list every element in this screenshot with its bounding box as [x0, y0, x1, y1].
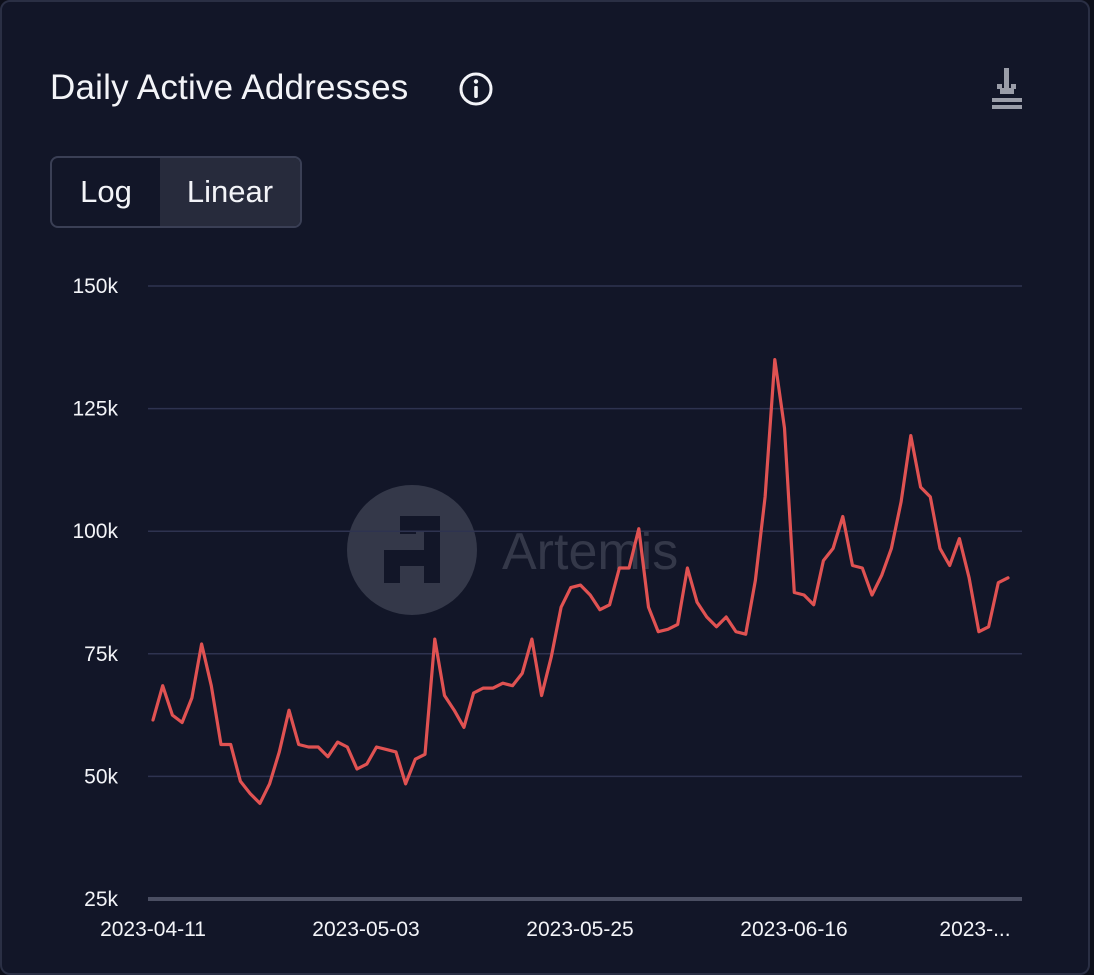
- y-tick-label: 125k: [72, 398, 118, 421]
- x-tick-label: 2023-05-25: [526, 918, 633, 941]
- x-tick-label: 2023-06-16: [740, 918, 847, 941]
- series-line: [151, 358, 1010, 805]
- scale-toggle: Log Linear: [50, 156, 302, 228]
- y-tick-label: 50k: [84, 765, 118, 788]
- artemis-watermark: Artemis: [347, 485, 678, 615]
- scale-option-linear[interactable]: Linear: [160, 158, 300, 226]
- x-tick-label: 2023-05-03: [312, 918, 419, 941]
- artemis-logo-icon: [384, 516, 440, 583]
- artemis-watermark-text: Artemis: [502, 523, 678, 581]
- y-tick-label: 150k: [72, 275, 118, 298]
- chart-title: Daily Active Addresses: [50, 68, 409, 107]
- y-tick-label: 25k: [84, 888, 118, 911]
- x-tick-label: 2023-04-11: [100, 918, 206, 941]
- y-tick-label: 100k: [72, 520, 118, 543]
- x-tick-label: 2023-...: [939, 918, 1010, 941]
- download-icon[interactable]: [987, 64, 1027, 112]
- y-tick-label: 75k: [84, 643, 118, 666]
- scale-option-log[interactable]: Log: [80, 174, 132, 209]
- info-icon[interactable]: [458, 71, 494, 107]
